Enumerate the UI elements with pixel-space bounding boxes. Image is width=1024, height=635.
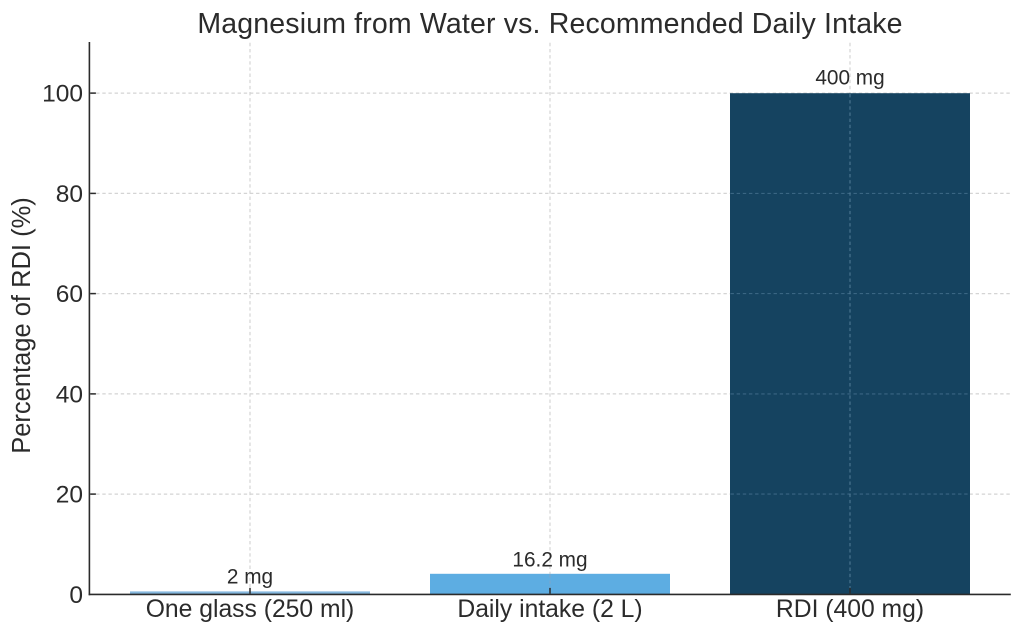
svg-text:40: 40	[56, 382, 83, 409]
svg-text:2 mg: 2 mg	[227, 565, 273, 588]
svg-text:0: 0	[69, 582, 83, 609]
svg-text:Magnesium from Water vs. Recom: Magnesium from Water vs. Recommended Dai…	[197, 8, 902, 40]
svg-text:400 mg: 400 mg	[815, 67, 884, 90]
svg-text:60: 60	[56, 281, 83, 308]
svg-text:20: 20	[56, 482, 83, 509]
svg-text:RDI (400 mg): RDI (400 mg)	[776, 596, 924, 623]
svg-text:80: 80	[56, 181, 83, 208]
svg-text:Percentage of RDI (%): Percentage of RDI (%)	[8, 197, 36, 454]
svg-text:Daily intake (2 L): Daily intake (2 L)	[457, 596, 642, 623]
svg-text:16.2 mg: 16.2 mg	[512, 548, 587, 571]
svg-text:One glass (250 ml): One glass (250 ml)	[146, 596, 355, 623]
svg-text:100: 100	[42, 81, 83, 108]
